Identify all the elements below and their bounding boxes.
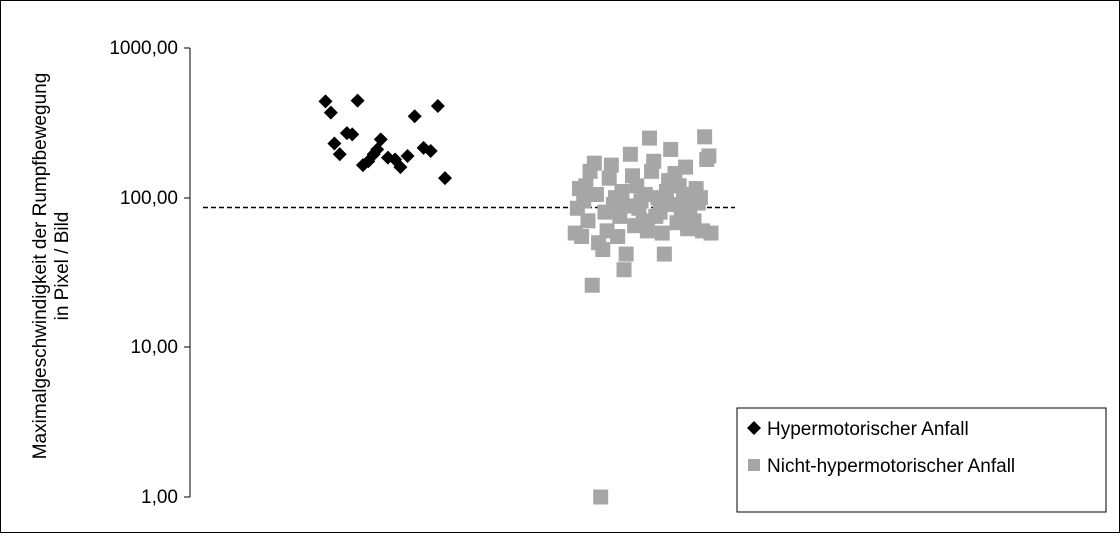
nonhyper-point-6	[580, 213, 596, 229]
hyper-point-2	[327, 136, 342, 151]
legend-square-icon	[748, 459, 760, 471]
nonhyper-point-24	[618, 246, 634, 262]
y-axis-title-line-2: in Pixel / Bild	[52, 212, 73, 321]
hyper-point-20	[438, 171, 452, 186]
hyper-point-16	[407, 109, 422, 124]
nonhyper-point-23	[616, 262, 632, 278]
nonhyper-point-13	[595, 242, 611, 258]
y-tick-label-10: 10,00	[130, 337, 178, 358]
nonhyper-point-59	[692, 190, 708, 206]
y-axis-title-line-1: Maximalgeschwindigkeit der Rumpfbewegung	[30, 73, 51, 460]
nonhyper-point-8	[584, 277, 600, 293]
nonhyper-point-45	[663, 141, 679, 157]
legend: Hypermotorischer Anfall Nicht-hypermotor…	[736, 407, 1107, 513]
legend-diamond-icon	[747, 421, 761, 435]
nonhyper-point-16	[601, 170, 617, 186]
nonhyper-point-37	[646, 153, 662, 169]
legend-label-hyper: Hypermotorischer Anfall	[767, 419, 969, 440]
hyper-point-15	[400, 148, 415, 163]
nonhyper-point-49	[671, 178, 687, 194]
nonhyper-point-20	[610, 229, 626, 245]
y-tick-label-100: 100,00	[120, 188, 178, 209]
y-tick-label-1: 1,00	[141, 487, 178, 508]
nonhyper-point-3	[574, 229, 590, 245]
nonhyper-point-42	[656, 246, 672, 262]
nonhyper-point-35	[641, 130, 657, 146]
nonhyper-point-26	[622, 146, 638, 162]
nonhyper-point-9	[586, 155, 602, 171]
hyper-point-5	[345, 127, 360, 142]
nonhyper-point-64	[703, 225, 719, 241]
nonhyper-point-52	[678, 159, 694, 175]
y-tick-label-1000: 1000,00	[109, 38, 178, 59]
nonhyper-point-33	[637, 186, 653, 202]
legend-box	[736, 407, 1107, 513]
nonhyper-point-17	[603, 157, 619, 173]
nonhyper-point-10	[588, 186, 604, 202]
nonhyper-point-12	[593, 489, 609, 505]
hyper-point-0	[318, 94, 333, 109]
legend-label-nonhyper: Nicht-hypermotorischer Anfall	[767, 456, 1015, 477]
nonhyper-point-63	[701, 148, 717, 164]
nonhyper-point-22	[614, 183, 630, 199]
hyper-point-11	[373, 132, 388, 147]
y-axis-title: Maximalgeschwindigkeit der Rumpfbewegung…	[30, 73, 73, 460]
series-nicht-hypermotorisch	[567, 129, 719, 505]
hyper-point-18	[423, 144, 438, 159]
hyper-point-6	[350, 93, 365, 108]
nonhyper-point-34	[639, 223, 655, 239]
hyper-point-19	[430, 98, 445, 113]
hyper-point-3	[332, 147, 347, 162]
y-ticks: 1,00 10,00 100,00 1000,00	[109, 38, 190, 508]
nonhyper-point-4	[576, 193, 592, 209]
hyper-point-14	[393, 160, 408, 175]
hyper-point-1	[323, 105, 338, 120]
nonhyper-point-40	[652, 204, 668, 220]
series-hypermotorisch	[318, 93, 452, 186]
nonhyper-point-41	[654, 225, 670, 241]
nonhyper-point-61	[697, 129, 713, 145]
